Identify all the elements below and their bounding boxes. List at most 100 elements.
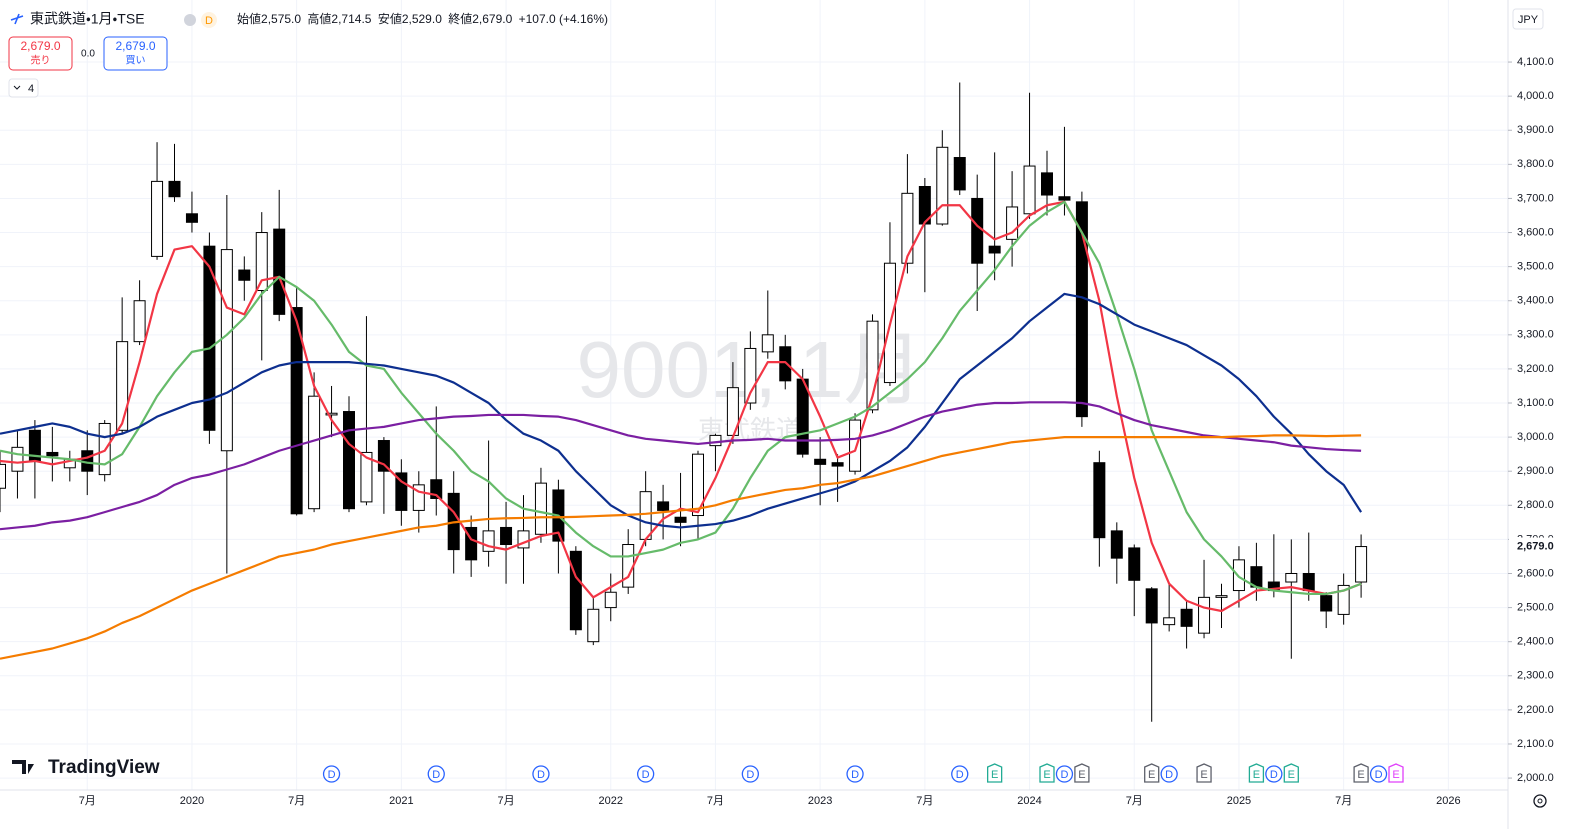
currency-box[interactable]: [1512, 8, 1544, 30]
header: 東武鉄道・1月・TSE D 始値2,575.0 高値2,714.5 安値2,52…: [8, 8, 1547, 808]
dividend-marker: [1265, 765, 1283, 783]
x-tick-label: 7月: [1335, 795, 1352, 807]
y-tick-label: 3,700.0: [1517, 192, 1554, 204]
candle-body: [168, 180, 181, 198]
x-tick-label: 2021: [389, 795, 413, 807]
candle-body: [1041, 172, 1053, 196]
x-tick-label: 2020: [180, 795, 204, 807]
candle-body: [430, 479, 443, 499]
price-axis: 2,000.0 2,100.0 2,200.0 2,300.0 2,400.0 2,500…: [1508, 56, 1563, 784]
chevron: [13, 85, 21, 90]
y-tick-label: 2,500.0: [1517, 601, 1554, 613]
candle-body: [1198, 596, 1211, 634]
buy-price: 2,679.0: [115, 39, 155, 53]
buy-button[interactable]: [103, 36, 168, 71]
earnings-marker: [1283, 763, 1299, 783]
candle-body: [744, 347, 757, 404]
candle-body: [1320, 595, 1333, 612]
indicators-count: 4: [28, 83, 34, 95]
ma-line: [0, 292, 1363, 529]
event-label: E: [1253, 769, 1260, 781]
candle-body: [901, 192, 914, 264]
candle-body: [1180, 608, 1193, 627]
ohlc-label: 安値: [378, 11, 402, 26]
event-label: D: [1375, 769, 1383, 781]
candle-body: [622, 544, 635, 588]
ohlc-label: 高値: [307, 11, 331, 26]
event-label: E: [1043, 769, 1050, 781]
price-tag: 2,679.0: [1517, 540, 1554, 552]
indicators-toggle[interactable]: [8, 78, 39, 98]
event-label: E: [1288, 769, 1295, 781]
candle-body: [1023, 165, 1036, 215]
candle-body: [936, 146, 949, 225]
candle-body: [1058, 196, 1071, 201]
ohlc-label: 終値: [448, 11, 472, 26]
candle-body: [500, 526, 513, 546]
earnings-marker: [987, 763, 1003, 783]
candle-body: [1337, 584, 1350, 615]
candle-body: [1232, 559, 1245, 592]
y-tick-label: 4,100.0: [1517, 56, 1554, 68]
event-label: E: [1200, 769, 1207, 781]
candle-body: [11, 446, 24, 472]
candle-body: [604, 591, 617, 609]
candle-body: [814, 458, 827, 465]
x-tick-label: 7月: [288, 795, 305, 807]
settings-icon[interactable]: [1533, 794, 1547, 808]
candle-body: [133, 300, 146, 343]
y-tick-label: 2,200.0: [1517, 704, 1554, 716]
y-tick-label: 3,900.0: [1517, 124, 1554, 136]
earnings-marker: [1248, 763, 1265, 783]
event-label: D: [851, 769, 859, 781]
status-dot: [184, 14, 196, 26]
y-tick-label: 3,200.0: [1517, 363, 1554, 375]
ohlc-value: 2,529.0: [402, 12, 442, 26]
candle-body: [1110, 530, 1123, 559]
ohlc-label: 始値: [237, 11, 261, 26]
candle-body: [796, 378, 809, 455]
dividend-marker: [1160, 765, 1178, 783]
y-tick-label: 3,600.0: [1517, 226, 1554, 238]
sell-label: 売り: [31, 54, 51, 67]
x-tick-label: 7月: [707, 795, 724, 807]
ohlc-value: 2,714.5: [331, 12, 371, 26]
candle-body: [343, 411, 355, 510]
candle-body: [1215, 595, 1228, 598]
y-tick-label: 4,000.0: [1517, 90, 1554, 102]
dividend-marker: [322, 765, 341, 783]
x-tick-label: 2026: [1436, 795, 1460, 807]
earnings-marker: [1144, 763, 1160, 783]
ma-line: [0, 200, 1362, 596]
sell-price: 2,679.0: [20, 39, 60, 53]
candle-body: [1163, 617, 1176, 626]
candle-body: [534, 482, 547, 535]
ohlc-value: 2,575.0: [261, 12, 301, 26]
event-label: D: [537, 769, 545, 781]
dividend-marker: [1055, 765, 1074, 783]
price-tag-bg: [1509, 537, 1563, 556]
y-tick-label: 2,400.0: [1517, 636, 1554, 648]
event-label: D: [642, 769, 650, 781]
candle-body: [308, 395, 321, 510]
candle-body: [779, 346, 792, 382]
sell-button[interactable]: [8, 36, 73, 71]
event-label: E: [1148, 769, 1155, 781]
y-tick-label: 2,000.0: [1517, 772, 1554, 784]
candle-body: [220, 249, 233, 452]
symbol-title[interactable]: 東武鉄道・1月・TSE: [30, 11, 145, 27]
time-axis: 7月 2020 7月 2021 7月 2022 7月 2023 7月 2024 7月 2025 7月 20…: [79, 795, 1461, 807]
logo[interactable]: TradingView: [48, 757, 160, 778]
candle-body: [988, 245, 1001, 254]
ohlc-value: 2,679.0: [472, 12, 512, 26]
symbol-icon: [10, 13, 24, 25]
candle-body: [587, 608, 600, 643]
candle-body: [692, 453, 704, 517]
dividend-marker: [532, 765, 550, 783]
candle-body: [1093, 462, 1106, 539]
settings-icon-center: [1537, 798, 1543, 804]
earnings-marker: [1196, 763, 1212, 783]
interval-badge[interactable]: D: [205, 15, 213, 27]
ohlc-legend: 始値2,575.0 高値2,714.5 安値2,529.0 終値2,679.0 …: [237, 11, 608, 26]
